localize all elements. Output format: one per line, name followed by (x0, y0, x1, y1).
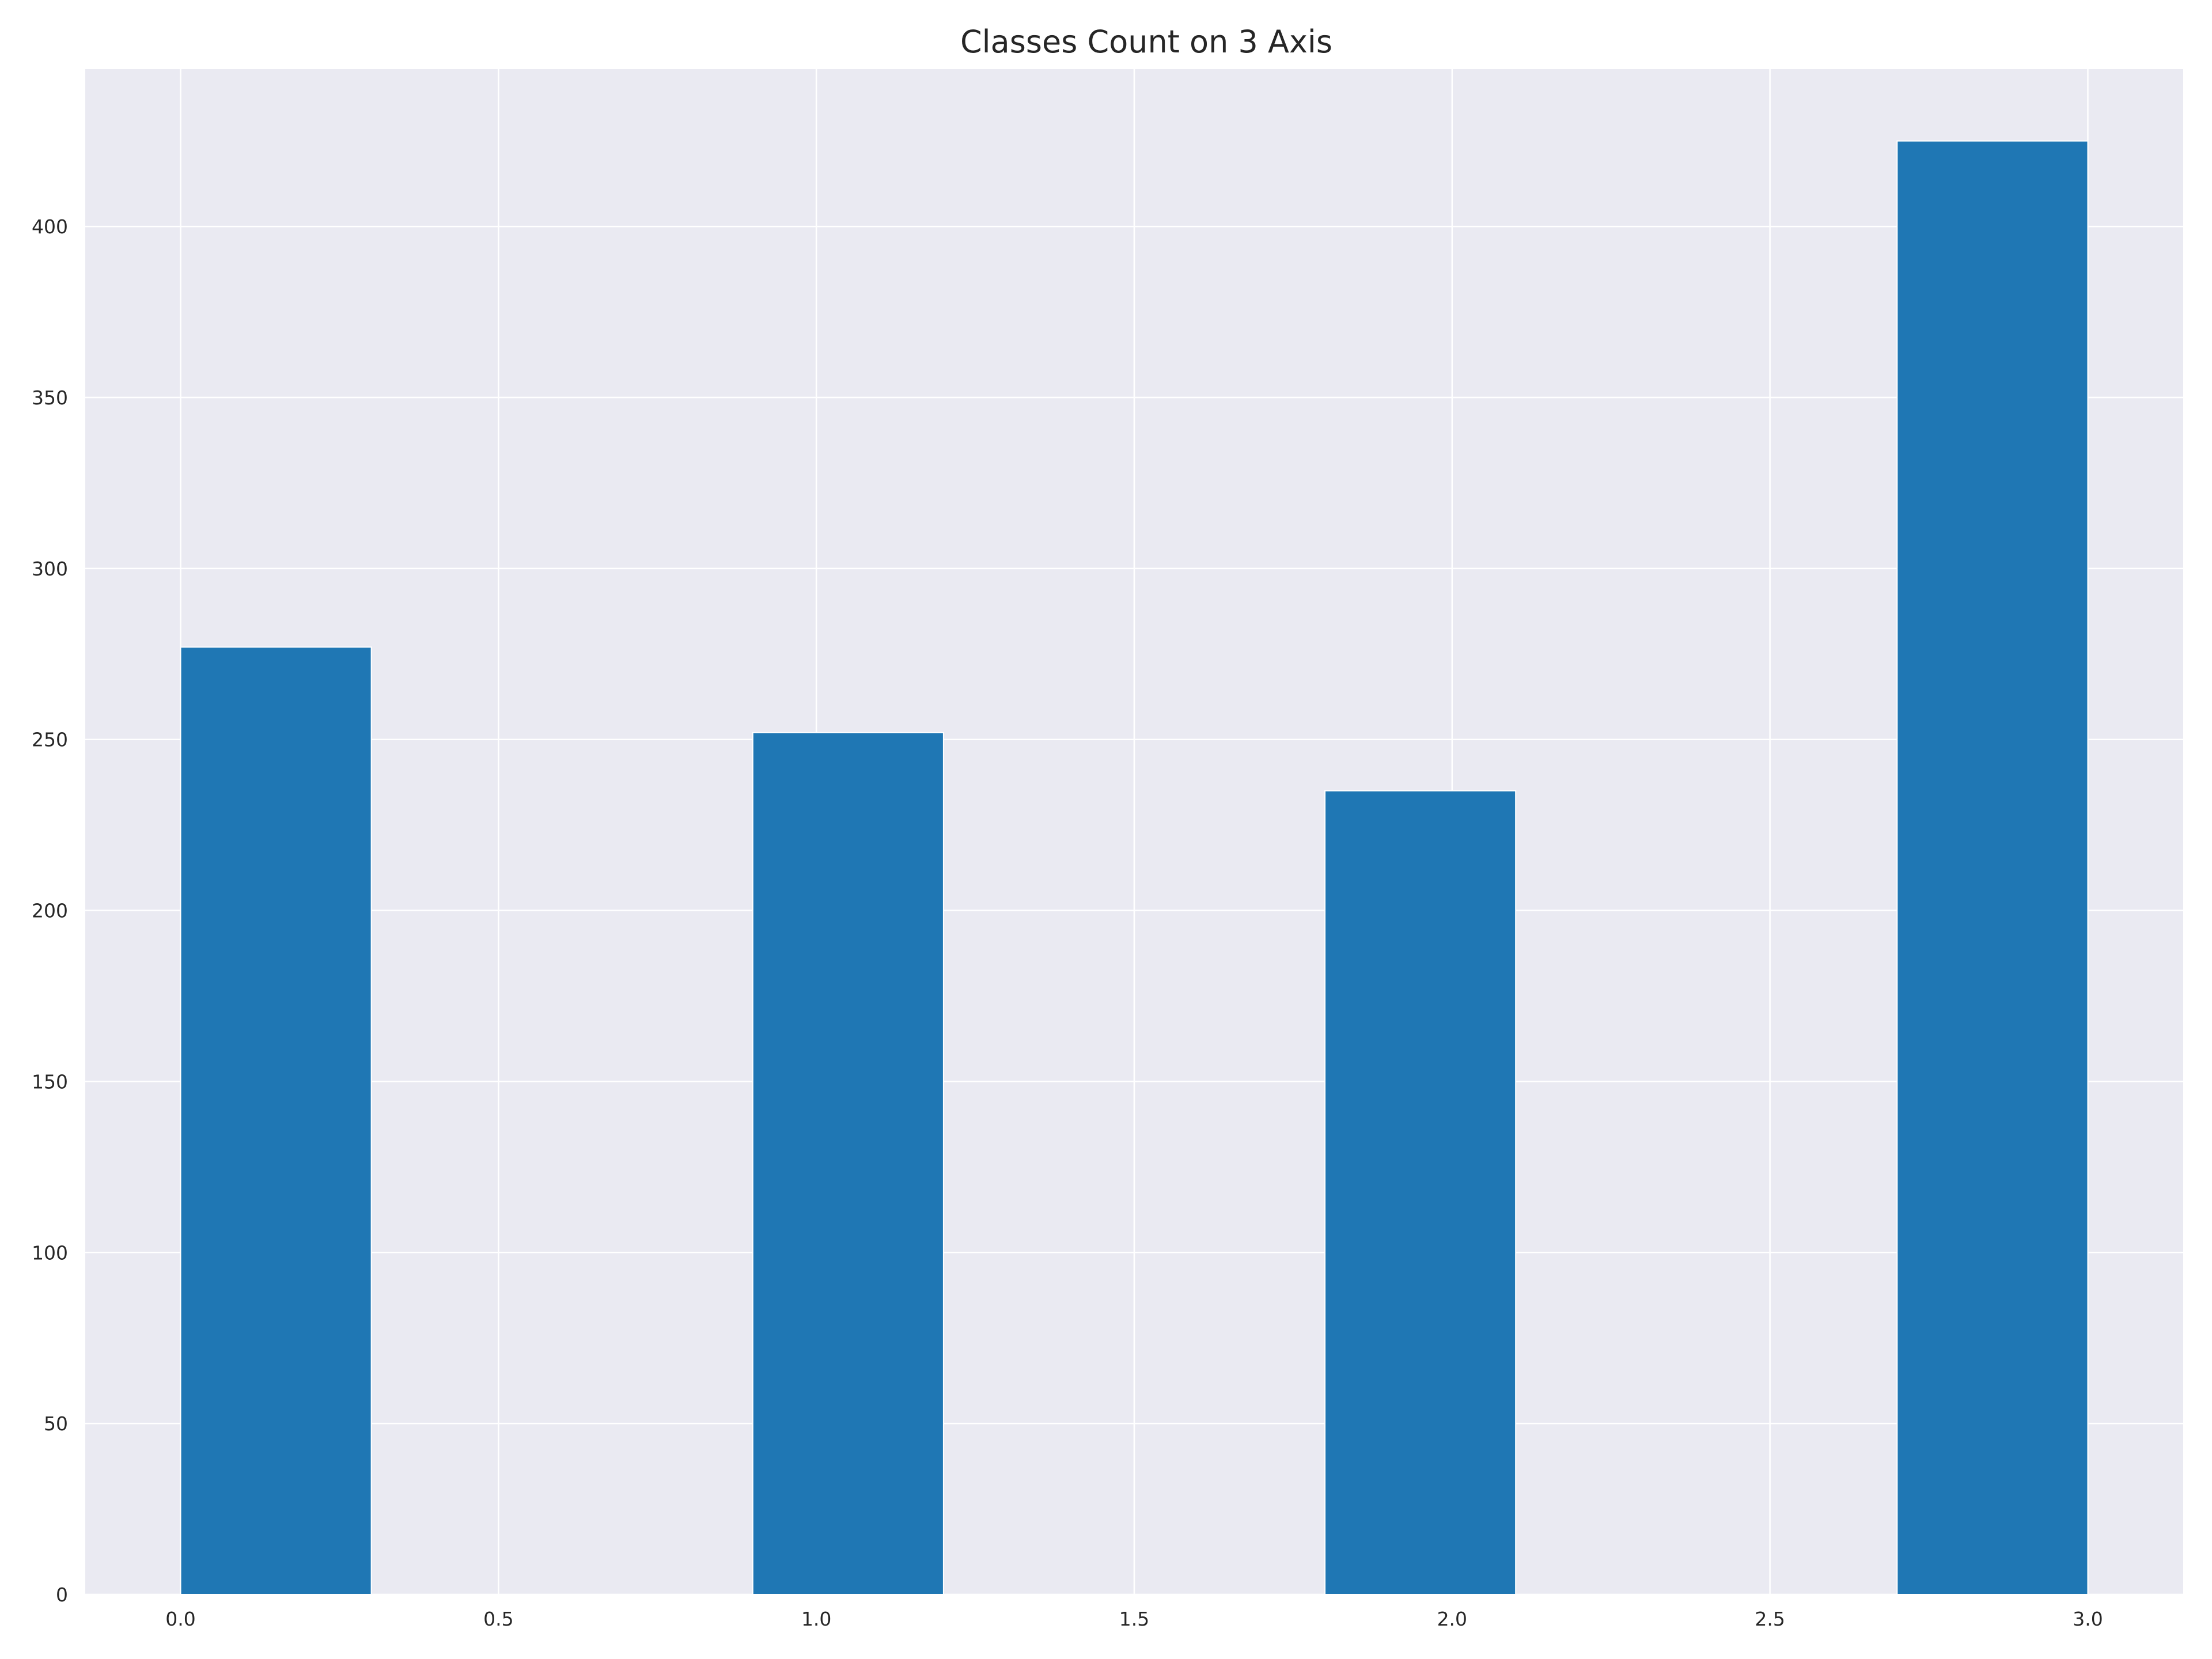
x-tick-label: 2.5 (1755, 1608, 1785, 1630)
x-tick-labels: 0.0 0.5 1.0 1.5 2.0 2.5 3.0 (165, 1608, 2103, 1630)
x-tick-label: 1.0 (801, 1608, 831, 1630)
x-tick-label: 3.0 (2073, 1608, 2103, 1630)
y-tick-label: 300 (32, 558, 68, 580)
y-tick-label: 100 (32, 1241, 68, 1264)
horizontal-grid-lines (85, 225, 2183, 1596)
y-tick-label: 150 (32, 1070, 68, 1093)
bars (180, 140, 2089, 1595)
y-tick-label: 250 (32, 729, 68, 751)
y-tick-label: 50 (44, 1412, 68, 1435)
x-tick-label: 2.0 (1437, 1608, 1467, 1630)
x-tick-label: 0.0 (165, 1608, 195, 1630)
histogram-bar (1324, 790, 1517, 1595)
histogram-bar (1896, 140, 2089, 1595)
histogram-bar (752, 732, 944, 1595)
chart-title: Classes Count on 3 Axis (960, 24, 1332, 60)
y-tick-label: 400 (32, 215, 68, 238)
y-tick-label: 350 (32, 387, 68, 409)
x-tick-label: 1.5 (1119, 1608, 1149, 1630)
y-tick-label: 200 (32, 900, 68, 922)
y-tick-label: 0 (56, 1584, 68, 1606)
x-tick-label: 0.5 (483, 1608, 513, 1630)
histogram-bar (180, 646, 372, 1595)
y-tick-labels: 0 50 100 150 200 250 300 350 400 (32, 215, 68, 1606)
